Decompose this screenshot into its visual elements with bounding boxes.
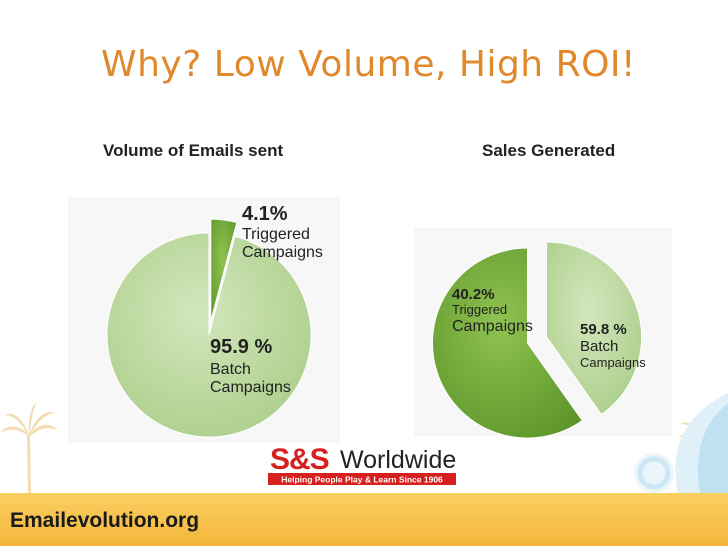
slice-line1: Batch xyxy=(580,338,619,356)
pie-volume xyxy=(106,218,312,438)
slide-title: Why? Low Volume, High ROI! xyxy=(101,44,636,85)
slice-label-batch-sales: 59.8 % Batch Campaigns xyxy=(580,321,646,370)
footer-site: Emailevolution.org xyxy=(10,509,200,532)
logo-tagline: Helping People Play & Learn Since 1906 xyxy=(281,475,443,485)
slice-label-batch-volume: 95.9 % Batch Campaigns xyxy=(210,336,291,398)
logo-mark: S&S xyxy=(270,443,329,476)
slice-line2: Campaigns xyxy=(452,318,533,336)
slice-line1: Batch xyxy=(210,361,251,378)
logo-word: Worldwide xyxy=(340,446,456,474)
slice-label-triggered-volume: 4.1% Triggered Campaigns xyxy=(242,203,323,263)
slice-line1: Triggered xyxy=(452,302,508,318)
slice-label-triggered-sales: 40.2% Triggered Campaigns xyxy=(452,286,533,337)
pie-sales xyxy=(432,241,642,439)
pie-slice-triggered-0 xyxy=(210,218,238,322)
pie-slice-triggered-0 xyxy=(546,241,642,416)
slice-pct: 95.9 % xyxy=(210,336,273,358)
slice-pct: 40.2% xyxy=(452,286,495,303)
s-and-s-worldwide-logo: S&S Worldwide Helping People Play & Lear… xyxy=(268,443,456,485)
slice-pct: 4.1% xyxy=(242,203,288,225)
chart-title-sales: Sales Generated xyxy=(482,141,616,160)
slice-line2: Campaigns xyxy=(242,244,323,262)
slice-line2: Campaigns xyxy=(580,354,646,370)
slice-line1: Triggered xyxy=(242,226,310,243)
slice-pct: 59.8 % xyxy=(580,321,627,338)
footer-bar: Emailevolution.org xyxy=(0,493,728,546)
logo-tagline-bar xyxy=(268,473,456,485)
pie-slice-batch-1 xyxy=(432,247,584,439)
pie-slice-batch-1 xyxy=(106,232,312,438)
slice-line2: Campaigns xyxy=(210,379,291,397)
chart-title-volume: Volume of Emails sent xyxy=(103,141,284,160)
